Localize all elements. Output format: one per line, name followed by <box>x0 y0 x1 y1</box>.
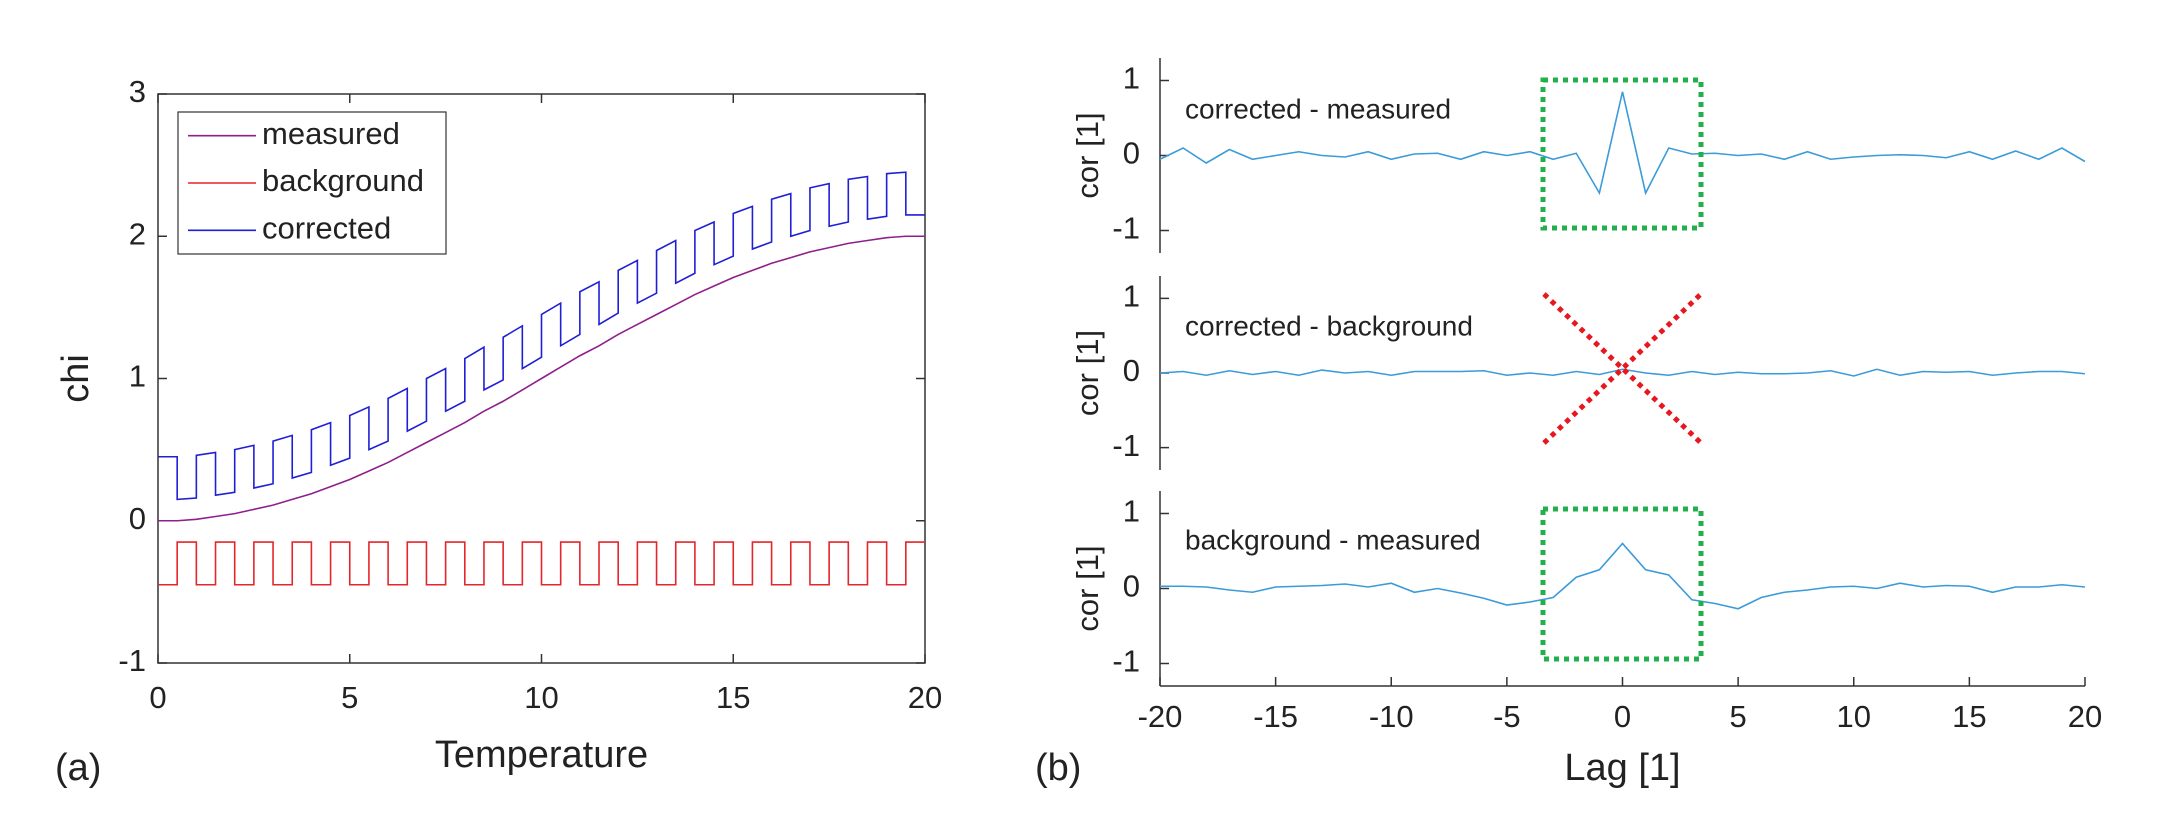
x-tick-label: 20 <box>2068 699 2102 734</box>
series-line <box>158 171 925 501</box>
y-tick-label: 0 <box>129 501 146 536</box>
y-tick-label: 1 <box>129 359 146 394</box>
x-tick-label: 5 <box>341 680 358 715</box>
legend-label: background <box>262 163 424 198</box>
y-tick-label: -1 <box>1112 211 1140 246</box>
x-tick-label: -10 <box>1369 699 1414 734</box>
legend-label: corrected <box>262 211 391 246</box>
x-tick-label: 10 <box>1837 699 1871 734</box>
y-tick-label: -1 <box>1112 644 1140 679</box>
panel-annotation: corrected - measured <box>1185 93 1451 124</box>
cross-out-line <box>1542 292 1703 445</box>
y-tick-label: 3 <box>129 74 146 109</box>
x-tick-label: -15 <box>1253 699 1298 734</box>
y-axis-label: cor [1] <box>1070 112 1105 198</box>
y-tick-label: 0 <box>1123 136 1140 171</box>
panel-label: (a) <box>55 747 101 789</box>
x-tick-label: -5 <box>1493 699 1521 734</box>
highlight-box <box>1540 506 1704 662</box>
y-axis-label: cor [1] <box>1070 545 1105 631</box>
y-tick-label: 0 <box>1123 353 1140 388</box>
panel-annotation: corrected - background <box>1185 310 1473 341</box>
y-tick-label: 2 <box>129 216 146 251</box>
x-axis-label: Temperature <box>435 734 648 776</box>
y-tick-label: 0 <box>1123 569 1140 604</box>
y-axis-label: chi <box>55 354 97 403</box>
x-tick-label: 5 <box>1730 699 1747 734</box>
y-tick-label: 1 <box>1123 61 1140 96</box>
legend-label: measured <box>262 116 400 151</box>
series-line <box>1159 368 2086 377</box>
y-tick-label: 1 <box>1123 494 1140 529</box>
x-tick-label: -20 <box>1138 699 1183 734</box>
x-tick-label: 0 <box>149 680 166 715</box>
series-line <box>1160 542 2086 610</box>
series-line <box>1159 91 2086 196</box>
panel-annotation: background - measured <box>1185 524 1481 555</box>
x-tick-label: 15 <box>1952 699 1986 734</box>
y-tick-label: 1 <box>1123 279 1140 314</box>
y-tick-label: -1 <box>118 643 146 678</box>
series-line <box>158 541 925 586</box>
series-line <box>158 235 925 522</box>
x-axis-label: Lag [1] <box>1564 747 1680 789</box>
x-tick-label: 10 <box>524 680 558 715</box>
x-tick-label: 20 <box>908 680 942 715</box>
y-axis-label: cor [1] <box>1070 330 1105 416</box>
annotation-shapes <box>1540 77 1704 662</box>
cross-out-line <box>1542 292 1703 445</box>
y-tick-label: -1 <box>1112 428 1140 463</box>
x-tick-label: 0 <box>1614 699 1631 734</box>
panel-label: (b) <box>1035 747 1081 789</box>
highlight-box <box>1540 77 1704 231</box>
x-tick-label: 15 <box>716 680 750 715</box>
